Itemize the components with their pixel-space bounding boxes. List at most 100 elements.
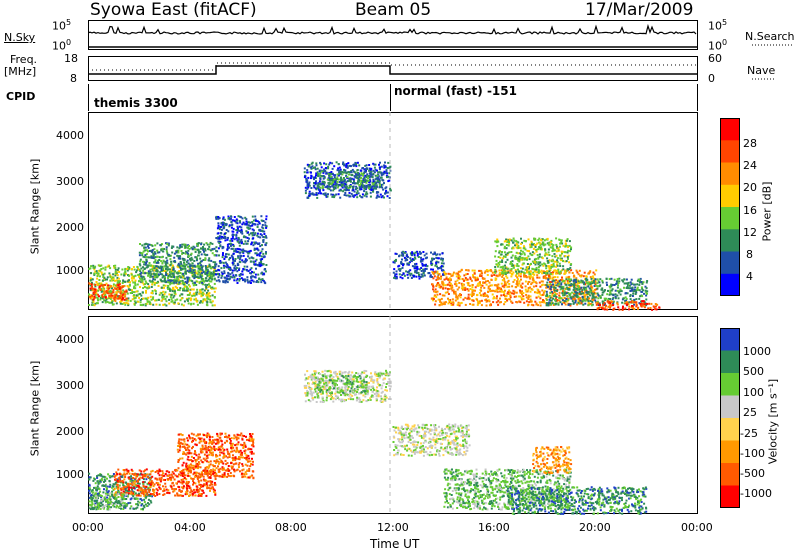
power-cell: [477, 284, 480, 287]
power-cell: [220, 267, 223, 270]
power-cell: [150, 298, 153, 301]
power-cell: [546, 298, 548, 301]
power-cell: [569, 266, 572, 269]
power-cell: [472, 292, 475, 295]
power-cell: [503, 277, 506, 280]
power-cell: [206, 265, 209, 268]
freq-units-label: [MHz]: [4, 65, 37, 78]
power-cell: [141, 281, 144, 284]
power-cell: [240, 242, 243, 245]
power-cell: [380, 171, 383, 174]
power-cell: [555, 254, 558, 257]
power-cell: [505, 271, 508, 274]
power-cell: [501, 271, 504, 273]
power-cell: [527, 238, 530, 241]
power-cell: [154, 278, 156, 281]
power-cell: [531, 260, 534, 263]
power-cell: [238, 268, 240, 271]
power-cell: [517, 278, 519, 281]
power-cell: [563, 291, 566, 294]
power-cell: [509, 294, 512, 297]
power-cell: [189, 259, 192, 262]
power-cell: [554, 287, 557, 289]
power-cell: [262, 220, 265, 222]
power-cell: [144, 243, 147, 245]
power-cell: [355, 182, 358, 185]
power-cell: [215, 279, 218, 282]
power-cell: [550, 285, 553, 288]
power-cell: [168, 288, 171, 291]
power-cell: [484, 293, 487, 296]
power-cell: [435, 295, 438, 298]
power-cell: [410, 277, 413, 279]
power-cell: [175, 275, 178, 278]
power-cell: [372, 187, 375, 190]
power-cell: [197, 273, 199, 276]
power-cell: [476, 276, 479, 279]
power-cell: [111, 276, 114, 279]
power-cell: [238, 244, 241, 247]
power-cell: [114, 264, 117, 267]
power-cell: [489, 269, 492, 271]
power-cell: [215, 273, 218, 276]
power-cell: [395, 258, 397, 261]
power-cell: [315, 188, 318, 191]
power-cell: [182, 282, 185, 284]
power-cell: [393, 268, 396, 271]
power-cell: [595, 303, 598, 306]
power-cell: [365, 175, 368, 178]
power-cell: [124, 272, 127, 275]
power-cell: [436, 270, 439, 273]
power-cell: [135, 269, 138, 272]
power-cell: [190, 252, 193, 255]
power-cell: [479, 273, 482, 276]
power-cell: [376, 174, 379, 177]
power-cell: [112, 273, 115, 276]
power-cell: [153, 248, 156, 251]
power-cell: [137, 293, 140, 296]
power-cell: [227, 271, 230, 274]
power-cell: [565, 239, 568, 242]
power-cell: [534, 263, 537, 266]
power-cell: [394, 252, 397, 255]
power-cell: [648, 302, 651, 305]
power-cell: [580, 275, 583, 278]
power-cell: [193, 298, 196, 301]
power-cell: [516, 301, 519, 304]
power-cell: [94, 265, 97, 268]
power-cell: [206, 272, 209, 274]
power-cell: [210, 272, 213, 275]
power-cell: [327, 185, 330, 188]
power-cell: [198, 271, 201, 274]
power-cell: [143, 278, 146, 281]
power-cell: [261, 248, 264, 251]
power-cell: [557, 281, 559, 284]
power-cell: [558, 294, 561, 297]
cpid-label: CPID: [6, 90, 36, 103]
power-cell: [211, 242, 214, 245]
power-cell: [139, 243, 141, 245]
power-cell: [578, 285, 581, 288]
power-cell: [204, 279, 207, 282]
power-cell: [529, 273, 532, 276]
power-cell: [188, 265, 191, 268]
power-cell: [529, 270, 532, 273]
power-cell: [523, 253, 526, 256]
power-cell: [167, 277, 169, 279]
power-cell: [505, 244, 508, 246]
power-cell: [159, 265, 162, 268]
power-cell: [195, 291, 198, 294]
power-cell: [91, 294, 94, 297]
power-cell: [440, 267, 443, 270]
power-cell: [534, 268, 536, 271]
power-cell: [523, 246, 526, 249]
power-cell: [565, 244, 568, 247]
power-cell: [476, 298, 479, 301]
power-cell: [609, 286, 612, 289]
power-cell: [488, 269, 491, 272]
power-cell: [151, 249, 154, 252]
power-cell: [537, 239, 540, 241]
noise-search-legend: [752, 44, 792, 46]
power-cell: [365, 184, 368, 187]
power-cell: [193, 275, 196, 278]
